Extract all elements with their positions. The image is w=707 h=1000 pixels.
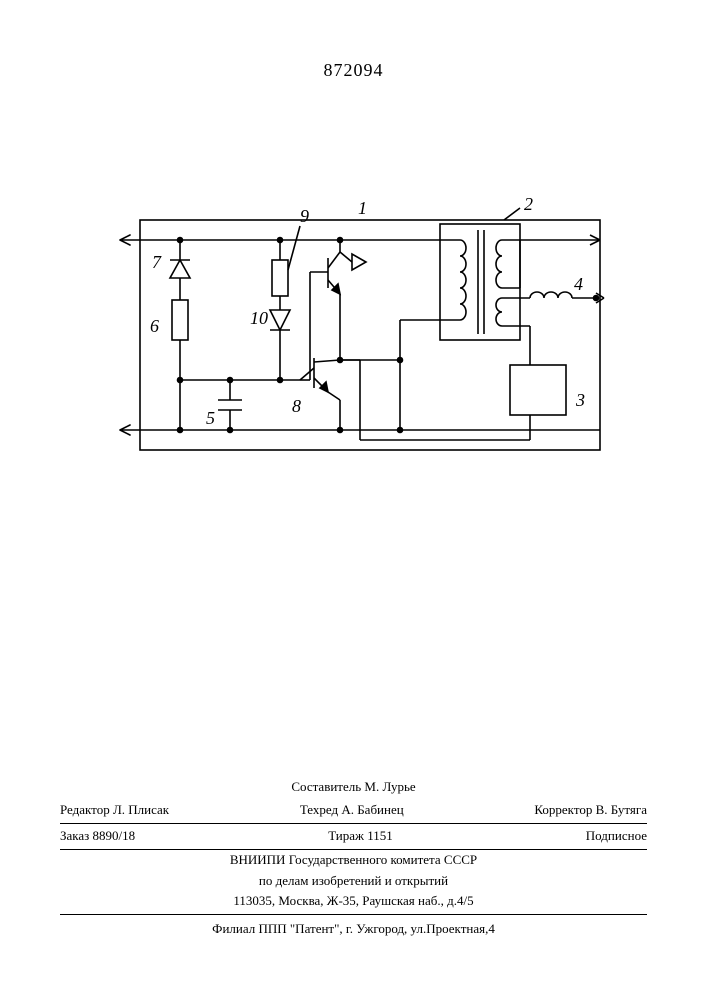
editor: Редактор Л. Плисак	[60, 800, 169, 821]
corrector: Корректор В. Бутяга	[534, 800, 647, 821]
compiler-line: Составитель М. Лурье	[60, 777, 647, 798]
label-8: 8	[292, 396, 301, 416]
label-10: 10	[250, 308, 268, 328]
footer-block: Составитель М. Лурье Редактор Л. Плисак …	[60, 777, 647, 940]
label-7: 7	[152, 252, 162, 272]
subscription: Подписное	[586, 826, 647, 847]
label-9: 9	[300, 206, 309, 226]
label-2: 2	[524, 194, 533, 214]
order-row: Заказ 8890/18 Тираж 1151 Подписное	[60, 824, 647, 850]
label-4: 4	[574, 274, 583, 294]
circuit-diagram: 1 2 3 4 5 6 7 8 9 10	[100, 190, 620, 470]
tech-editor: Техред А. Бабинец	[300, 800, 404, 821]
credits-row: Редактор Л. Плисак Техред А. Бабинец Кор…	[60, 798, 647, 824]
label-5: 5	[206, 408, 215, 428]
branch-line: Филиал ППП "Патент", г. Ужгород, ул.Прое…	[60, 915, 647, 940]
label-1: 1	[358, 198, 367, 218]
document-number: 872094	[0, 60, 707, 81]
label-6: 6	[150, 316, 159, 336]
order-number: Заказ 8890/18	[60, 826, 135, 847]
circulation: Тираж 1151	[328, 826, 393, 847]
org-line-2: по делам изобретений и открытий	[60, 871, 647, 892]
org-line-1: ВНИИПИ Государственного комитета СССР	[60, 850, 647, 871]
label-3: 3	[575, 390, 585, 410]
address-line: 113035, Москва, Ж-35, Раушская наб., д.4…	[60, 891, 647, 915]
